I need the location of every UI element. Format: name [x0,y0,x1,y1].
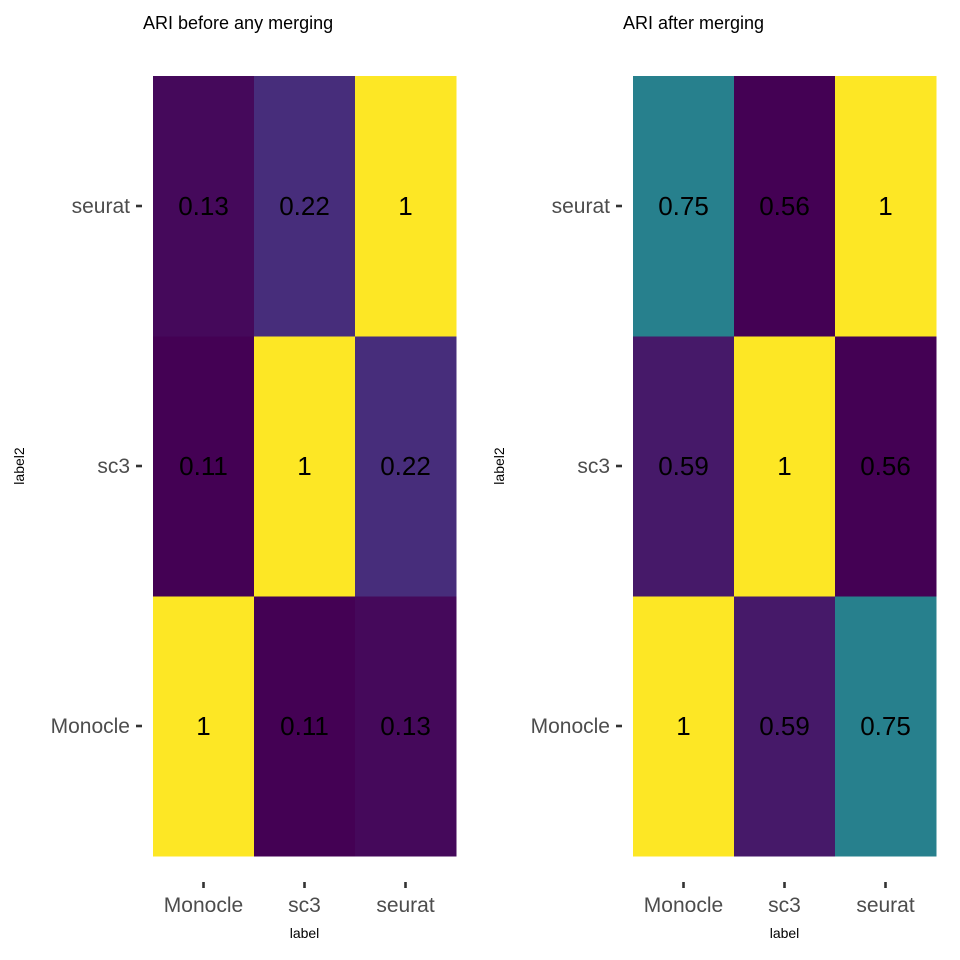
cell-value-label: 0.22 [380,451,431,481]
heatmap-cell-seurat-seurat [835,76,937,337]
cell-value-label: 0.59 [759,711,810,741]
heatmap-cell-monocle-seurat [633,76,735,337]
heatmap-cell-sc3-monocle [254,596,356,857]
cell-value-label: 0.11 [280,711,329,741]
y-tick-label-seurat: seurat [72,195,131,218]
cell-value-label: 0.22 [279,191,330,221]
heatmap-cell-seurat-seurat [355,76,457,337]
cell-value-label: 1 [398,191,412,221]
heatmap-cell-seurat-sc3 [355,336,457,597]
heatmap-cell-monocle-seurat [153,76,255,337]
cell-value-label: 0.56 [759,191,810,221]
y-tick-label-sc3: sc3 [577,455,610,478]
y-axis-title: label2 [11,447,27,485]
cell-value-label: 0.13 [380,711,431,741]
cell-value-label: 0.59 [658,451,709,481]
heatmap-cell-sc3-seurat [734,76,836,337]
chart-title: ARI after merging [623,13,764,33]
x-tick-label-seurat: seurat [856,894,915,917]
heatmap-cell-seurat-sc3 [835,336,937,597]
heatmap-cell-sc3-seurat [254,76,356,337]
heatmap-cell-sc3-sc3 [254,336,356,597]
panel-ari-before-merging: ARI before any merging 1 0.11 0.13 0.11 1 0.22… [11,13,457,941]
cell-value-label: 0.13 [178,191,229,221]
cell-value-label: 1 [777,451,791,481]
x-axis-title: label [290,925,320,941]
heatmap-cell-seurat-monocle [355,596,457,857]
cell-value-label: 0.75 [860,711,911,741]
x-axis-title: label [770,925,800,941]
chart-title: ARI before any merging [143,13,333,33]
x-tick-label-monocle: Monocle [164,894,243,917]
cell-value-label: 1 [676,711,690,741]
heatmap-cell-monocle-sc3 [633,336,735,597]
heatmap-cell-monocle-monocle [633,596,735,857]
panel-ari-after-merging: ARI after merging 1 0.59 0.75 0.59 1 0.56 0.75 0… [491,13,937,941]
x-tick-label-sc3: sc3 [288,894,321,917]
heatmap-cell-monocle-sc3 [153,336,255,597]
x-tick-label-seurat: seurat [376,894,435,917]
heatmap-cell-sc3-sc3 [734,336,836,597]
heatmap-cell-sc3-monocle [734,596,836,857]
y-tick-label-seurat: seurat [552,195,611,218]
y-tick-label-monocle: Monocle [51,715,130,738]
heatmap-cell-seurat-monocle [835,596,937,857]
cell-value-label: 0.56 [860,451,911,481]
cell-value-label: 0.75 [658,191,709,221]
heatmap-cell-monocle-monocle [153,596,255,857]
y-axis-title: label2 [491,447,507,485]
x-tick-label-sc3: sc3 [768,894,801,917]
x-tick-label-monocle: Monocle [644,894,723,917]
cell-value-label: 1 [878,191,892,221]
cell-value-label: 0.11 [179,451,228,481]
y-tick-label-monocle: Monocle [531,715,610,738]
cell-value-label: 1 [297,451,311,481]
cell-value-label: 1 [196,711,210,741]
y-tick-label-sc3: sc3 [97,455,130,478]
